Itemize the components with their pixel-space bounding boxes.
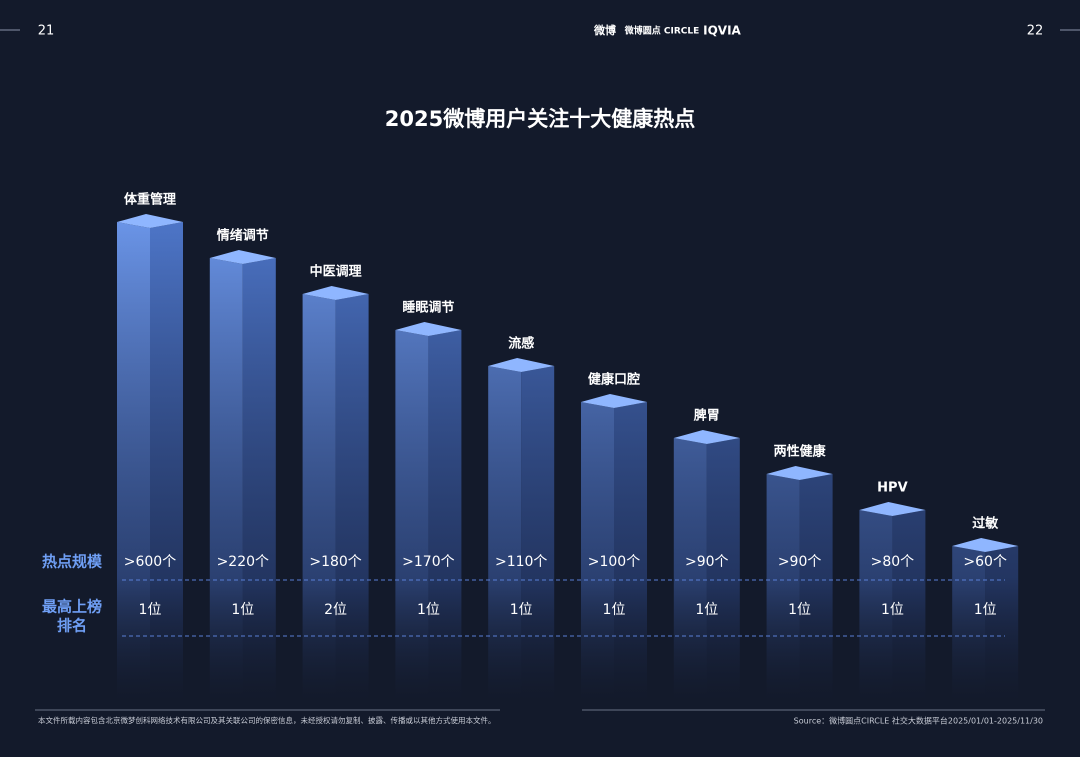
bar-cap — [673, 430, 740, 444]
bar-cap — [581, 394, 647, 408]
bar-left — [395, 330, 429, 700]
bar-right — [428, 330, 462, 700]
logo: IQVIA — [703, 24, 741, 38]
row-label: 排名 — [57, 617, 87, 635]
bar-left — [766, 474, 800, 700]
item-scale: >90个 — [685, 554, 729, 570]
bar-right — [614, 402, 647, 700]
bar-left — [673, 438, 707, 700]
item-scale: >60个 — [963, 554, 1007, 570]
bar-cap — [859, 502, 926, 516]
item-scale: >80个 — [871, 554, 915, 570]
item-scale: >600个 — [124, 554, 176, 570]
footer: Source：微博圆点CIRCLE 社交大数据平台2025/01/01-2025… — [794, 716, 1043, 726]
item-name: HPV — [877, 481, 907, 496]
bar-cap — [302, 286, 369, 300]
bar-right — [335, 294, 369, 700]
item-scale: >100个 — [588, 554, 640, 570]
bar-left — [488, 366, 522, 700]
logo: 微博圆点 CIRCLE — [624, 25, 700, 37]
item-scale: >180个 — [309, 554, 361, 570]
item-name: 睡眠调节 — [402, 300, 454, 316]
item-rank: 1位 — [974, 602, 997, 618]
bar-right — [242, 258, 276, 700]
bars: 体重管理 >600个 1位 情绪调节 >220个 1位 中医调理 >180个 2位 睡眠调节 >17… — [117, 192, 1019, 700]
bar-right — [985, 546, 1019, 700]
item-rank: 1位 — [139, 602, 162, 618]
page-number: 22 — [1027, 24, 1044, 39]
item-name: 中医调理 — [310, 264, 362, 280]
item-rank: 2位 — [324, 602, 347, 618]
item-scale: >90个 — [778, 554, 822, 570]
item-scale: >220个 — [217, 554, 269, 570]
bar-cap — [952, 538, 1019, 552]
row-label: 最高上榜 — [42, 598, 102, 616]
bar-cap — [395, 322, 462, 336]
item-scale: >170个 — [402, 554, 454, 570]
bar-left — [952, 546, 986, 700]
item-name: 体重管理 — [124, 192, 176, 208]
bar-left — [209, 258, 243, 700]
bar-right — [150, 222, 183, 700]
bar-left — [581, 402, 614, 700]
bar-left — [859, 510, 893, 700]
footer: 本文件所载内容包含北京微梦创科网络技术有限公司及其关联公司的保密信息，未经授权请… — [38, 715, 496, 725]
bar-right — [706, 438, 740, 700]
item-rank: 1位 — [603, 602, 626, 618]
bar-cap — [209, 250, 276, 264]
item-name: 过敏 — [972, 516, 999, 532]
bar-left — [302, 294, 336, 700]
item-name: 脾胃 — [694, 408, 720, 424]
bar-left — [117, 222, 150, 700]
item-name: 流感 — [508, 336, 534, 352]
bar-right — [892, 510, 926, 700]
item-name: 情绪调节 — [217, 228, 269, 244]
logo: 微博 — [593, 23, 616, 37]
bar-right — [799, 474, 833, 700]
bar-cap — [488, 358, 555, 372]
page-number: 21 — [38, 24, 55, 39]
item-rank: 1位 — [417, 602, 440, 618]
item-rank: 1位 — [695, 602, 718, 618]
item-scale: >110个 — [495, 554, 547, 570]
bar-cap — [117, 214, 183, 228]
title: 2025微博用户关注十大健康热点 — [385, 107, 695, 131]
item-rank: 1位 — [881, 602, 904, 618]
row-label: 热点规模 — [42, 553, 103, 571]
item-name: 健康口腔 — [588, 372, 640, 388]
item-rank: 1位 — [231, 602, 254, 618]
bar-cap — [766, 466, 833, 480]
bar-right — [521, 366, 555, 700]
item-rank: 1位 — [510, 602, 533, 618]
item-name: 两性健康 — [774, 444, 827, 460]
item-rank: 1位 — [788, 602, 811, 618]
